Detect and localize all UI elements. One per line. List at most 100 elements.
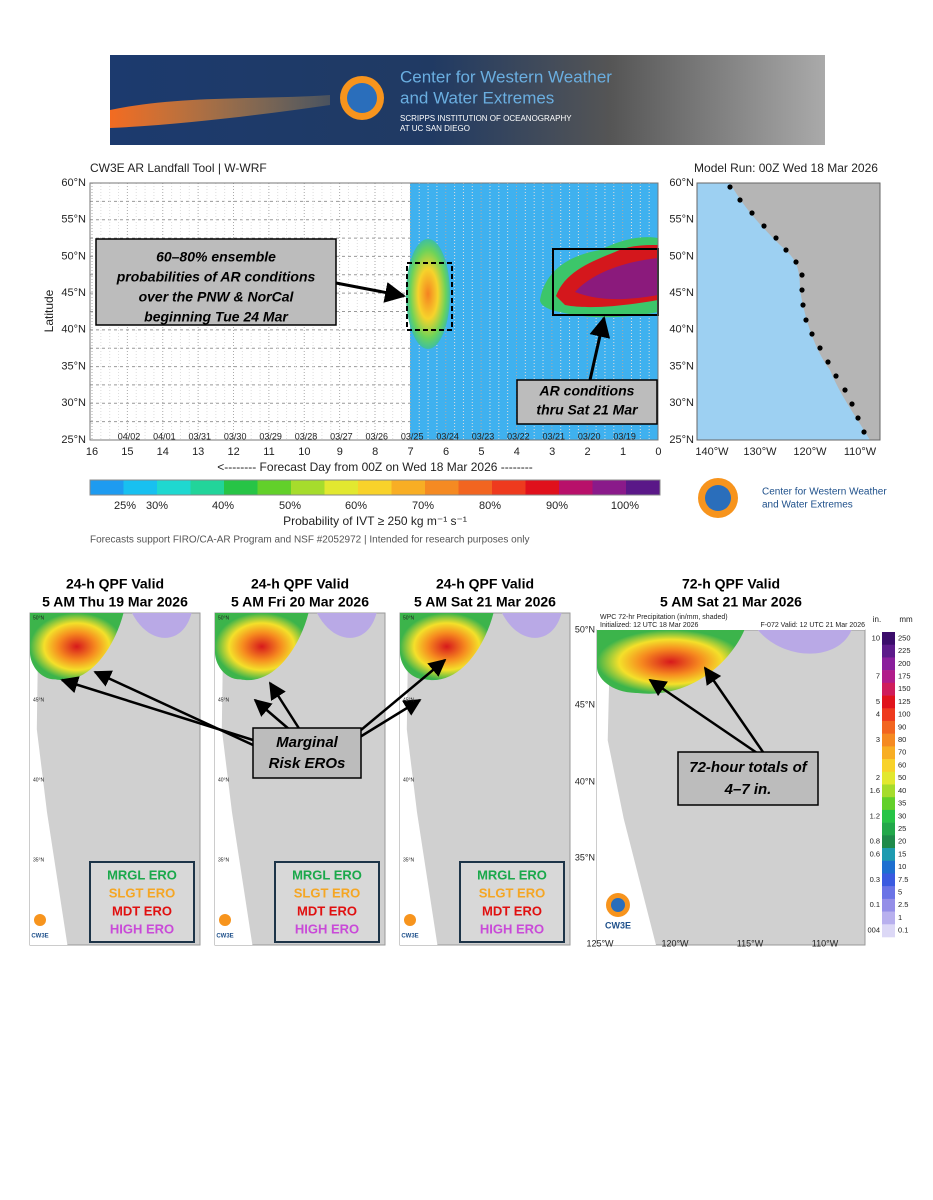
arrow xyxy=(588,315,611,381)
lat-label: 45°N xyxy=(218,697,230,703)
y-tick-label: 25°N xyxy=(61,434,86,446)
panel-title: 5 AM Sat 21 Mar 2026 xyxy=(414,594,556,610)
map-lat-label: 45°N xyxy=(669,287,694,299)
logo xyxy=(404,914,416,926)
lat-label: 35°N xyxy=(575,852,595,862)
mm-label: 100 xyxy=(898,710,911,719)
x-tick-label: 11 xyxy=(263,446,274,458)
logo-text: Center for Western Weather xyxy=(762,487,887,498)
institution: SCRIPPS INSTITUTION OF OCEANOGRAPHY xyxy=(400,114,572,123)
colorbar-segment xyxy=(882,670,895,684)
mm-label: 35 xyxy=(898,799,906,808)
map-frame xyxy=(696,182,881,441)
colorbar-label: 25% xyxy=(114,500,136,512)
colorbar-segment xyxy=(882,682,895,696)
logo-inner xyxy=(705,485,731,511)
y-tick-label: 30°N xyxy=(61,397,86,409)
ero-legend-item: SLGT ERO xyxy=(479,885,545,900)
colorbar-segment xyxy=(291,480,325,495)
colorbar-segment xyxy=(882,771,895,785)
org-name: and Water Extremes xyxy=(400,88,554,107)
y-tick-label: 40°N xyxy=(61,324,86,336)
mm-label: 225 xyxy=(898,646,911,655)
mm-label: 175 xyxy=(898,671,911,680)
in-label: 2 xyxy=(876,773,880,782)
colorbar-segment xyxy=(626,480,660,495)
map-header-text: WPC 72-hr Precipitation (in/mm, shaded) xyxy=(600,614,728,621)
logo-inner xyxy=(611,898,625,912)
precip xyxy=(215,613,309,681)
ero-legend-item: MRGL ERO xyxy=(477,867,547,882)
colorbar-label: 60% xyxy=(345,500,367,512)
date-label: 03/24 xyxy=(436,431,459,441)
prob-blob xyxy=(406,239,450,349)
colorbar-segment xyxy=(458,480,493,495)
x-tick-label: 5 xyxy=(478,446,484,458)
precip-light xyxy=(757,630,852,654)
callout-text: thru Sat 21 Mar xyxy=(536,402,639,418)
date-label: 03/23 xyxy=(472,431,495,441)
colorbar-label: 40% xyxy=(212,500,234,512)
mm-label: 5 xyxy=(898,888,902,897)
lat-label: 40°N xyxy=(575,776,595,786)
y-tick-label: 35°N xyxy=(61,360,86,372)
coast-point xyxy=(773,235,779,241)
in-label: 004 xyxy=(867,926,880,935)
callout-text: AR conditions xyxy=(539,383,635,399)
x-tick-label: 9 xyxy=(337,446,343,458)
colorbar-label: 50% xyxy=(279,500,301,512)
map-lon-label: 120°W xyxy=(793,446,827,458)
arrow xyxy=(648,678,761,757)
colorbar-frame xyxy=(89,479,661,496)
colorbar-segment xyxy=(882,644,895,658)
mm-label: 90 xyxy=(898,722,906,731)
lon-label: 125°W xyxy=(586,938,614,948)
colorbar-segment xyxy=(882,848,895,862)
colorbar-segment xyxy=(492,480,526,495)
callout-text: 60–80% ensemble xyxy=(156,249,276,265)
coast-point xyxy=(825,359,831,365)
colorbar-segment xyxy=(882,784,895,798)
callout-box xyxy=(516,379,658,425)
coast-point xyxy=(800,302,806,308)
ero-legend-item: MDT ERO xyxy=(297,903,357,918)
mm-label: 7.5 xyxy=(898,875,908,884)
precip xyxy=(30,613,124,681)
ero-legend-item: MDT ERO xyxy=(112,903,172,918)
lon-label: 110°W xyxy=(812,938,839,948)
ero-legend-item: HIGH ERO xyxy=(295,921,359,936)
colorbar-segment xyxy=(882,720,895,734)
map-lat-label: 35°N xyxy=(669,360,694,372)
colorbar-segment xyxy=(882,835,895,849)
date-label: 03/19 xyxy=(613,431,636,441)
ar-peak xyxy=(575,258,658,300)
mm-label: 125 xyxy=(898,697,911,706)
lat-label: 35°N xyxy=(403,857,415,863)
y-tick-label: 60°N xyxy=(61,177,86,189)
ero-legend-item: MRGL ERO xyxy=(292,867,362,882)
coast-point xyxy=(833,373,839,379)
map-lat-label: 55°N xyxy=(669,214,694,226)
map-ocean xyxy=(400,613,438,945)
x-tick-label: 16 xyxy=(86,446,98,458)
x-tick-label: 12 xyxy=(227,446,239,458)
map-lat-label: 50°N xyxy=(669,250,694,262)
colorbar-label: 30% xyxy=(146,500,168,512)
arrow xyxy=(354,658,447,736)
lat-label: 40°N xyxy=(218,777,230,783)
coast-point xyxy=(727,184,733,190)
colorbar-segment xyxy=(882,759,895,773)
colorbar-segment xyxy=(882,911,895,925)
date-label: 03/31 xyxy=(189,431,212,441)
panel-title: 24-h QPF Valid xyxy=(436,576,534,592)
colorbar-segment xyxy=(525,480,560,495)
date-label: 03/22 xyxy=(507,431,530,441)
colorbar-label: 80% xyxy=(479,500,501,512)
in-label: 0.1 xyxy=(870,900,880,909)
map-header xyxy=(597,613,865,630)
lat-label: 40°N xyxy=(33,777,45,783)
panel-title: 24-h QPF Valid xyxy=(66,576,164,592)
logo xyxy=(34,914,46,926)
map-ocean xyxy=(215,613,253,945)
